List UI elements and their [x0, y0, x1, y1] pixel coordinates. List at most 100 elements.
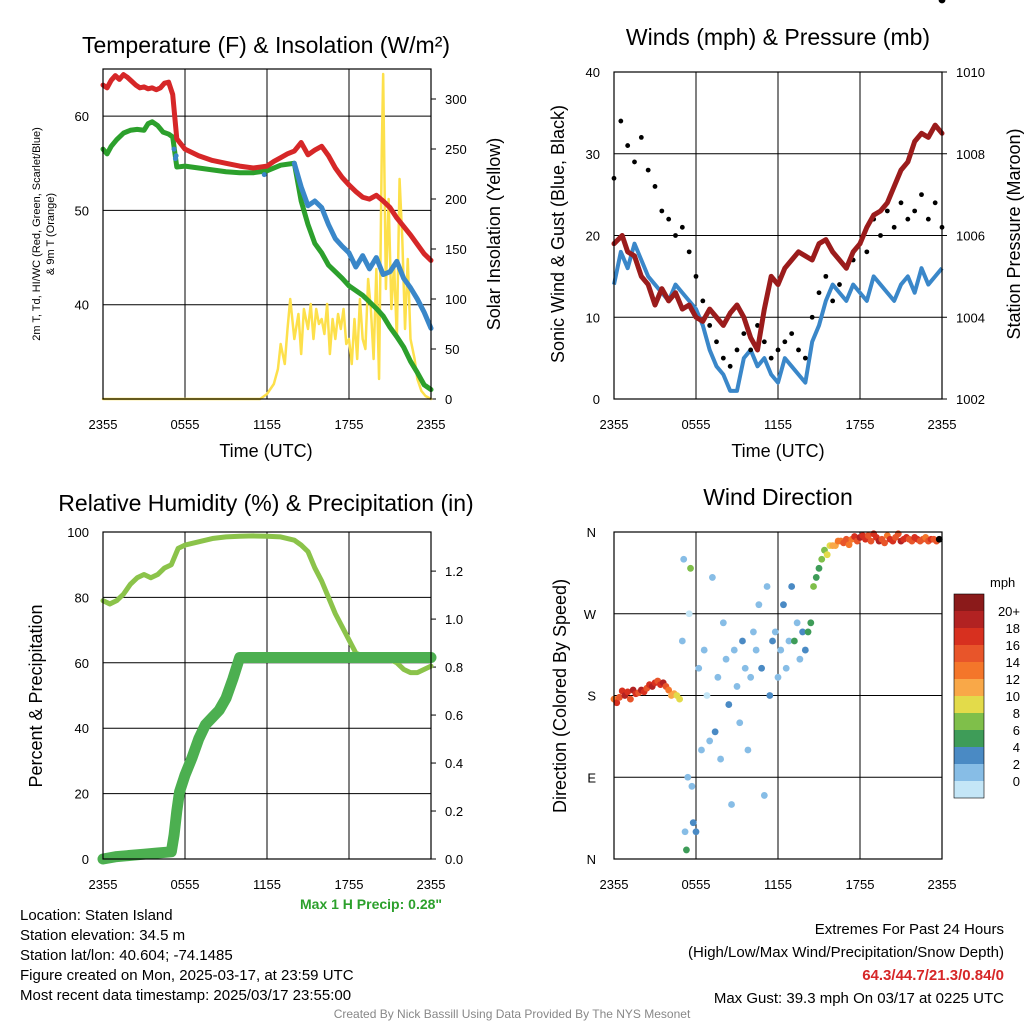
wind-direction-point [678, 637, 686, 645]
extremes-subtitle: (High/Low/Max Wind/Precipitation/Snow De… [688, 944, 1004, 961]
gust-point [632, 159, 637, 165]
wind-direction-point [730, 646, 738, 654]
y2-tick-label: 100 [445, 292, 467, 307]
colorbar-label: 6 [1013, 723, 1020, 738]
gust-point [932, 200, 938, 206]
x-tick-label: 2355 [89, 877, 118, 892]
y-tick-label: 80 [75, 590, 89, 605]
x-tick-label: 1755 [335, 417, 364, 432]
gust-point [925, 216, 931, 222]
wind-direction-point [714, 673, 722, 681]
wind-direction-point [739, 637, 746, 645]
wind-direction-point [881, 539, 888, 547]
wind-direction-point [771, 628, 779, 636]
wind-direction-point [810, 583, 817, 590]
station-latlon: Station lat/lon: 40.604; -74.1485 [20, 947, 233, 964]
wind-direction-point [698, 746, 705, 754]
x-tick-label: 0555 [682, 417, 711, 432]
x-tick-label: 1155 [764, 877, 792, 892]
y2-tick-label: 150 [445, 242, 467, 257]
x-tick-label: 0555 [682, 877, 711, 892]
gust-point [884, 208, 890, 214]
y2-tick-label: 0.2 [445, 804, 463, 819]
colorbar-label: 14 [1006, 655, 1020, 670]
y2-tick-label: 0 [445, 392, 452, 407]
y2-tick-label: 1.0 [445, 612, 463, 627]
y-tick-label: W [584, 607, 597, 622]
gust-point [686, 249, 692, 255]
wind-chill-point [171, 146, 177, 152]
wind-direction-point [777, 646, 785, 654]
wind-chill-point [173, 153, 179, 159]
wind-direction-frame [613, 531, 943, 860]
gust-point [707, 323, 713, 328]
max-gust: Max Gust: 39.3 mph On 03/17 at 0225 UTC [713, 990, 1004, 1007]
wind-direction-point [782, 664, 790, 672]
wind-direction-point [733, 683, 741, 690]
y2-tick-label: 1002 [956, 392, 985, 407]
gust-point [666, 216, 672, 222]
wind-direction-point [744, 746, 752, 754]
gust-point [700, 298, 706, 304]
wind-direction-point [703, 692, 711, 699]
wind-direction-point [867, 537, 875, 545]
wind-direction-point [815, 564, 823, 572]
x-tick-label: 0555 [171, 417, 200, 432]
pressure-ylabel: Station Pressure (Maroon) [1004, 128, 1024, 339]
y-tick-label: 60 [75, 656, 89, 671]
gust-point [823, 273, 829, 279]
solar-insolation-line [101, 72, 433, 401]
gust-point [802, 355, 808, 361]
wind-direction-point [791, 637, 798, 645]
colorbar-label: 4 [1013, 740, 1020, 755]
wind-direction-point [812, 574, 820, 581]
y-tick-label: 40 [75, 298, 89, 313]
y2-tick-label: 0.8 [445, 660, 463, 675]
x-tick-label: 2355 [89, 417, 118, 432]
humidity-frame [102, 531, 432, 860]
gust-point [734, 347, 740, 353]
y2-tick-label: 0.6 [445, 708, 463, 723]
y-tick-label: E [587, 770, 596, 785]
colorbar-swatch [954, 628, 984, 645]
y2-tick-label: 1004 [956, 310, 985, 325]
wind-direction-point [801, 646, 809, 654]
wind-direction-ylabel: Direction (Colored By Speed) [550, 579, 570, 813]
x-tick-label: 1755 [846, 417, 875, 432]
gust-point [652, 184, 658, 189]
colorbar-swatch [954, 662, 984, 679]
wind-direction-point [842, 535, 850, 543]
wind-direction-point [793, 619, 801, 627]
wind-direction-point [689, 819, 697, 827]
wind-direction-point [613, 699, 621, 707]
gust-point [789, 331, 795, 336]
wind-direction-point [719, 619, 727, 627]
winds-xlabel: Time (UTC) [731, 441, 824, 461]
colorbar-label: 0 [1013, 774, 1020, 789]
x-tick-label: 2355 [600, 877, 629, 892]
x-tick-label: 2355 [417, 417, 446, 432]
wind-direction-point [804, 628, 812, 636]
humidity-panel: Relative Humidity (%) & Precipitation (i… [26, 490, 474, 892]
colorbar-label: 20+ [998, 604, 1020, 619]
wind-direction-point [799, 628, 806, 636]
wind-direction-point [750, 628, 757, 636]
y-tick-label: N [587, 525, 596, 540]
wind-chill-line [291, 160, 434, 331]
y2-tick-label: 50 [445, 342, 459, 357]
wind-direction-point [766, 692, 774, 699]
wind-direction-panel: Wind Direction Direction (Colored By Spe… [550, 0, 1020, 892]
y2-tick-label: 250 [445, 142, 467, 157]
gust-point [775, 347, 781, 353]
max-precip-label: Max 1 H Precip: 0.28" [300, 896, 443, 912]
gust-point [645, 167, 651, 173]
gust-point [905, 216, 911, 222]
gust-point [761, 339, 767, 345]
wind-direction-point [728, 801, 735, 808]
x-tick-label: 2355 [417, 877, 446, 892]
wind-direction-point [823, 551, 831, 559]
wind-direction-point [687, 564, 694, 572]
y-tick-label: 10 [586, 310, 600, 325]
